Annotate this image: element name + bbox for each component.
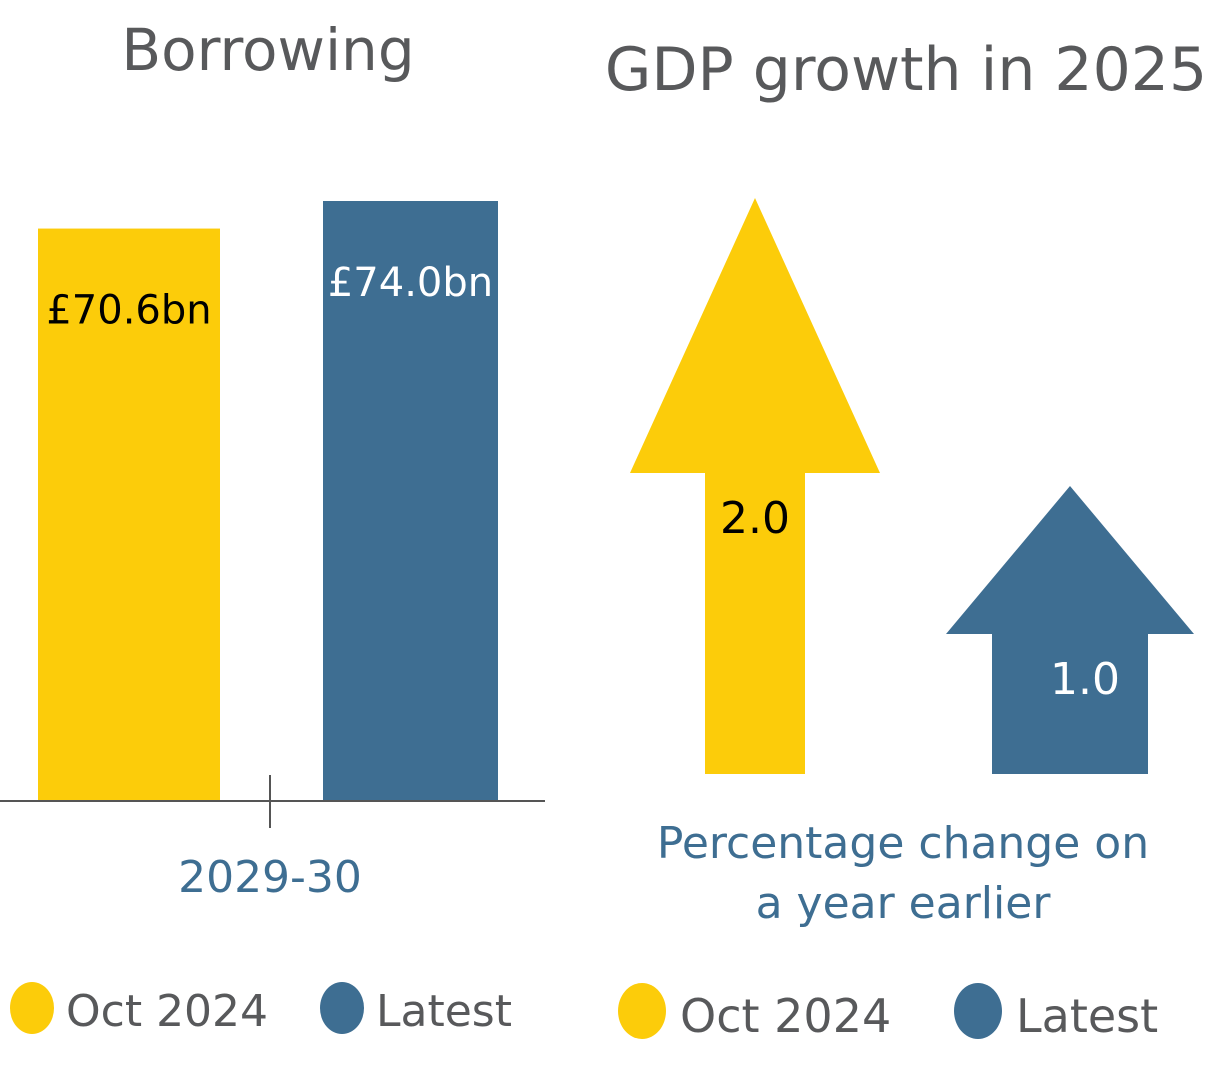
- bar-oct-2024: [38, 228, 220, 801]
- bar-latest-label: £74.0bn: [328, 260, 493, 306]
- legend-swatch-latest: [954, 983, 1002, 1039]
- bar-oct-2024-label: £70.6bn: [46, 288, 211, 334]
- arrow-latest: [946, 486, 1194, 774]
- borrowing-title: Borrowing: [121, 16, 414, 84]
- caption-line-1: Percentage change on: [657, 818, 1149, 869]
- gdp-title: GDP growth in 2025: [605, 35, 1207, 105]
- legend-label-latest: Latest: [376, 986, 512, 1037]
- bar-latest: [323, 201, 498, 801]
- arrow-oct-2024: [630, 198, 880, 774]
- legend-label-oct-2024: Oct 2024: [66, 986, 268, 1037]
- borrowing-legend: Oct 2024 Latest: [10, 982, 512, 1037]
- legend-swatch-latest: [320, 982, 364, 1034]
- arrow-latest-label: 1.0: [1050, 654, 1120, 705]
- gdp-chart: GDP growth in 2025 2.0 1.0 Percentage ch…: [605, 35, 1207, 1043]
- legend-label-latest: Latest: [1016, 989, 1158, 1043]
- legend-swatch-oct-2024: [10, 982, 54, 1034]
- caption-line-2: a year earlier: [756, 878, 1052, 929]
- borrowing-chart: Borrowing £70.6bn £74.0bn 2029-30 Oct 20…: [0, 16, 545, 1037]
- arrow-oct-2024-label: 2.0: [720, 493, 790, 544]
- gdp-legend: Oct 2024 Latest: [618, 983, 1158, 1043]
- legend-swatch-oct-2024: [618, 983, 666, 1039]
- legend-label-oct-2024: Oct 2024: [680, 989, 891, 1043]
- x-tick-label: 2029-30: [178, 852, 362, 903]
